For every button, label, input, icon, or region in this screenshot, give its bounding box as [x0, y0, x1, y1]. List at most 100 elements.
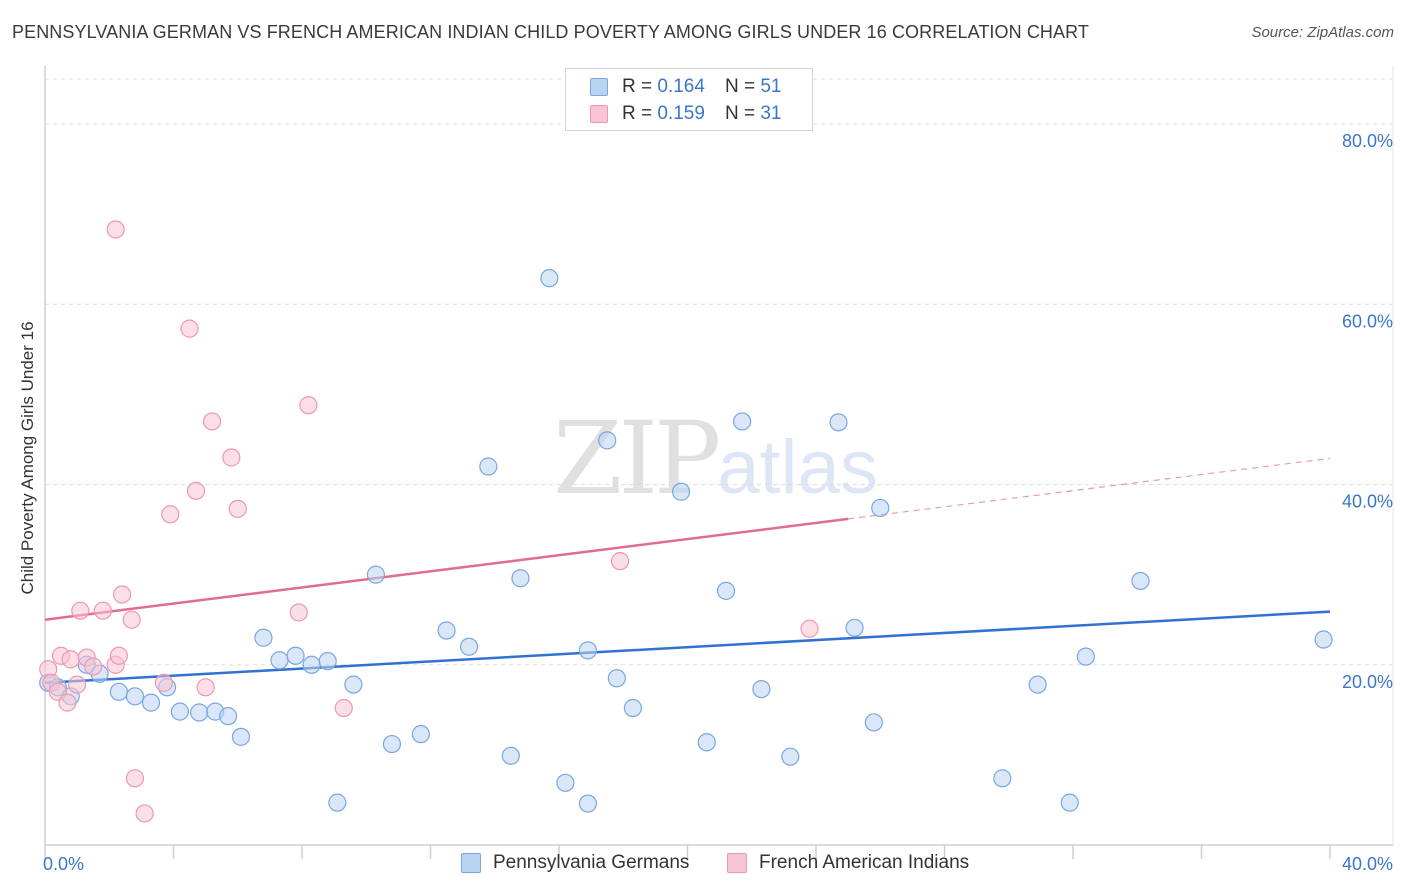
point-pennsylvania-germans	[366, 565, 385, 584]
point-pennsylvania-germans	[578, 641, 598, 660]
point-pennsylvania-germans	[598, 431, 617, 450]
point-pennsylvania-germans	[231, 727, 251, 746]
legend-swatch-pink	[590, 105, 608, 123]
legend-label: French American Indians	[759, 852, 970, 873]
point-french-american-indians	[106, 220, 125, 239]
r-value: 0.164	[657, 76, 705, 97]
point-pennsylvania-germans	[829, 413, 848, 432]
point-french-american-indians	[299, 396, 318, 415]
point-pennsylvania-germans	[993, 769, 1012, 788]
point-pennsylvania-germans	[1314, 630, 1333, 649]
point-pennsylvania-germans	[716, 581, 736, 600]
point-french-american-indians	[154, 673, 173, 692]
point-pennsylvania-germans	[623, 698, 642, 718]
point-french-american-indians	[58, 693, 77, 712]
trend-line-pennsylvania-germans	[44, 610, 1331, 685]
legend-item-french-american-indians[interactable]: French American Indians	[727, 852, 969, 874]
point-pennsylvania-germans	[170, 702, 190, 721]
point-pennsylvania-germans	[752, 679, 771, 699]
point-pennsylvania-germans	[286, 646, 305, 665]
point-french-american-indians	[135, 804, 154, 823]
point-french-american-indians	[68, 675, 87, 694]
point-french-american-indians	[125, 769, 145, 788]
point-french-american-indians	[180, 319, 199, 338]
point-pennsylvania-germans	[270, 651, 289, 670]
y-tick-label: 60.0%	[1342, 311, 1393, 331]
n-value: 31	[760, 103, 782, 124]
point-pennsylvania-germans	[302, 655, 321, 674]
point-french-american-indians	[109, 646, 128, 665]
trend-line-french-american-indians	[44, 517, 849, 621]
point-pennsylvania-germans	[733, 412, 752, 431]
point-pennsylvania-germans	[871, 498, 890, 518]
point-pennsylvania-germans	[219, 707, 238, 726]
point-pennsylvania-germans	[671, 482, 691, 501]
point-french-american-indians	[84, 657, 103, 676]
trend-lines	[44, 457, 1331, 685]
point-pennsylvania-germans	[781, 747, 800, 766]
point-french-american-indians	[61, 650, 80, 669]
n-value: 51	[760, 76, 782, 97]
x-tick-label: 0.0%	[43, 854, 84, 874]
point-pennsylvania-germans	[578, 794, 598, 813]
point-french-american-indians	[610, 552, 630, 571]
r-label: R =	[622, 103, 653, 124]
point-pennsylvania-germans	[1076, 647, 1095, 666]
point-french-american-indians	[122, 610, 141, 629]
point-pennsylvania-germans	[479, 457, 498, 476]
point-pennsylvania-germans	[459, 637, 479, 656]
point-french-american-indians	[228, 499, 247, 518]
series-legend: Pennsylvania Germans French American Ind…	[0, 852, 1406, 876]
point-pennsylvania-germans	[141, 693, 161, 712]
point-french-american-indians	[202, 412, 222, 431]
stats-row-pennsylvania-germans: R = 0.164 N = 51	[590, 75, 781, 99]
point-french-american-indians	[334, 698, 353, 718]
n-label: N =	[724, 76, 756, 97]
point-pennsylvania-germans	[411, 725, 430, 744]
point-pennsylvania-germans	[125, 687, 145, 706]
point-pennsylvania-germans	[864, 713, 883, 732]
point-pennsylvania-germans	[501, 746, 520, 765]
data-points	[39, 220, 1333, 823]
r-label: R =	[622, 76, 653, 97]
stats-row-french-american-indians: R = 0.159 N = 31	[590, 102, 781, 126]
gridlines	[45, 78, 1393, 666]
y-tick-label: 40.0%	[1342, 492, 1393, 512]
point-pennsylvania-germans	[328, 793, 347, 812]
point-french-american-indians	[222, 448, 241, 467]
point-pennsylvania-germans	[254, 628, 273, 647]
point-french-american-indians	[186, 481, 206, 500]
point-french-american-indians	[289, 603, 308, 622]
n-label: N =	[724, 103, 756, 124]
legend-swatch-pink	[727, 853, 747, 873]
point-french-american-indians	[196, 678, 215, 697]
legend-label: Pennsylvania Germans	[493, 852, 690, 873]
source-label: Source: ZipAtlas.com	[1251, 24, 1394, 41]
x-tick-label: 40.0%	[1342, 854, 1393, 874]
point-pennsylvania-germans	[845, 618, 864, 637]
point-french-american-indians	[800, 619, 819, 638]
point-pennsylvania-germans	[318, 652, 337, 671]
chart-title: PENNSYLVANIA GERMAN VS FRENCH AMERICAN I…	[12, 22, 1090, 42]
tick-labels: 20.0% 40.0% 60.0% 80.0% 0.0% 40.0%	[43, 131, 1393, 874]
point-pennsylvania-germans	[556, 773, 575, 792]
point-pennsylvania-germans	[511, 569, 530, 588]
point-french-american-indians	[161, 505, 180, 524]
y-tick-label: 20.0%	[1342, 672, 1393, 692]
point-pennsylvania-germans	[540, 269, 559, 288]
point-french-american-indians	[71, 601, 90, 620]
y-tick-label: 80.0%	[1342, 131, 1393, 151]
legend-swatch-blue	[590, 78, 608, 96]
point-pennsylvania-germans	[607, 669, 626, 688]
point-pennsylvania-germans	[1131, 571, 1150, 591]
stats-legend: R = 0.164 N = 51 R = 0.159 N = 31	[565, 68, 813, 131]
point-pennsylvania-germans	[1060, 793, 1079, 812]
legend-item-pennsylvania-germans[interactable]: Pennsylvania Germans	[461, 852, 689, 874]
legend-swatch-blue	[461, 853, 481, 873]
axes	[44, 66, 1394, 859]
point-pennsylvania-germans	[190, 703, 209, 722]
point-french-american-indians	[93, 601, 112, 620]
point-pennsylvania-germans	[1028, 675, 1047, 694]
point-french-american-indians	[112, 585, 132, 604]
